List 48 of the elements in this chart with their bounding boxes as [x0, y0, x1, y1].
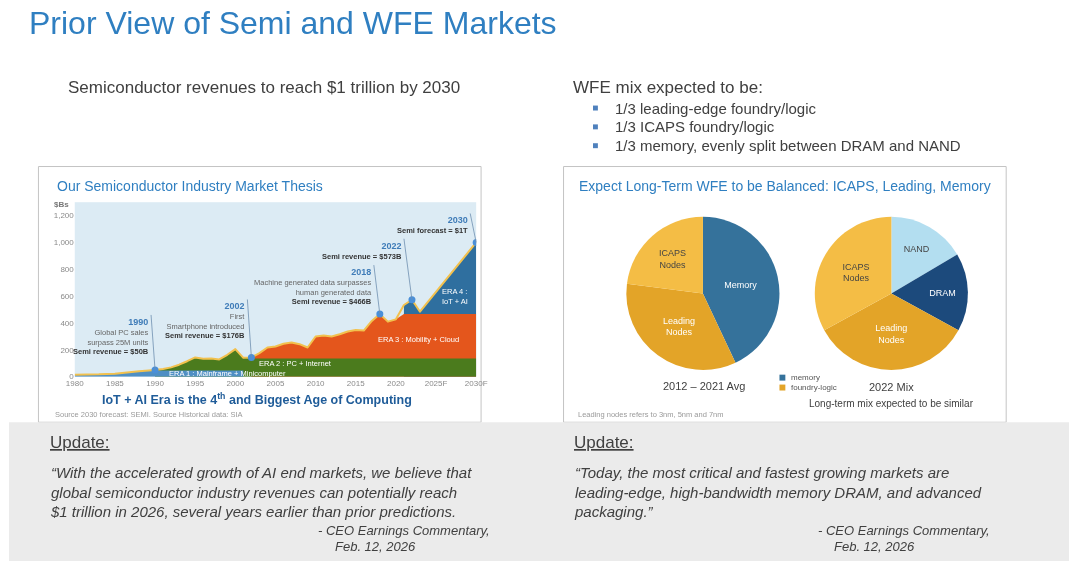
text: “Today, the most critical and fastest growing markets are leading-edge, high-bandwidth memory DRAM, and advanced packaging.”	[574, 464, 982, 520]
x-tick-label: 2020	[387, 378, 406, 388]
text: memory	[791, 373, 820, 382]
y-tick-label: 600	[60, 291, 75, 301]
pie-slice	[702, 216, 780, 363]
x-tick-label: 1985	[106, 378, 125, 388]
text: Semiconductor revenues to reach $1 trillion by 2030	[68, 78, 461, 97]
point	[376, 310, 384, 318]
text: Update:	[50, 433, 110, 452]
text: Prior View of Semi and WFE Markets	[29, 5, 557, 41]
slice-label: ICAPS Nodes	[842, 261, 870, 284]
x-tick-label: 2030F	[464, 378, 488, 388]
text: 1/3 memory, evenly split between DRAM and NAND	[615, 137, 961, 154]
x-tick-label: 2015	[346, 378, 366, 388]
text: Expect Long-Term WFE to be Balanced: ICAPS, Leading, Memory	[579, 178, 991, 194]
text: 1/3 ICAPS foundry/logic	[615, 118, 775, 135]
text: foundry-logic	[791, 383, 837, 392]
text: 2022 Mix	[869, 381, 915, 393]
slice-label: NAND	[903, 243, 930, 254]
x-tick-label: 2025F	[424, 378, 448, 388]
x-tick-label: 2005	[266, 378, 285, 388]
y-axis-title: $Bs	[54, 200, 70, 209]
text: Long-term mix expected to be similar	[809, 398, 974, 409]
x-tick-label: 2000	[226, 378, 245, 388]
y-tick-label: 800	[60, 265, 75, 275]
y-tick-label: 1,000	[53, 238, 75, 248]
x-tick-label: 1990	[146, 378, 165, 388]
slice-label: DRAM	[929, 287, 956, 298]
point	[247, 353, 255, 361]
pie-slice	[626, 216, 703, 294]
text: - CEO Earnings Commentary, Feb. 12, 2026	[818, 523, 990, 554]
y-tick-label: 1,200	[53, 211, 75, 221]
text: Update:	[574, 433, 634, 452]
text: WFE mix expected to be:	[573, 78, 763, 97]
chart-title: Our Semiconductor Industry Market Thesis	[57, 178, 323, 194]
text: “With the accelerated growth of AI end markets, we believe that global semiconductor industry revenues can potentially reach $1 trillion in 2026, several years earlier than prior predictions.	[50, 464, 473, 520]
y-tick-label: 400	[60, 318, 75, 328]
slice-label: Leading Nodes	[662, 315, 695, 338]
slice-label: ICAPS Nodes	[658, 247, 686, 270]
slice-label: Memory	[724, 279, 758, 290]
x-tick-label: 1995	[186, 378, 205, 388]
text: - CEO Earnings Commentary, Feb. 12, 2026	[318, 523, 490, 554]
text: 1/3 leading-edge foundry/logic	[615, 100, 817, 117]
text: IoT + AI Era is the 4$^{th}$ and Biggest Age of Computing	[102, 391, 412, 408]
pie-slice	[891, 216, 958, 294]
text: 2012 – 2021 Avg	[663, 380, 746, 392]
slice-label: Leading Nodes	[875, 323, 908, 346]
x-tick-label: 2010	[306, 378, 326, 388]
